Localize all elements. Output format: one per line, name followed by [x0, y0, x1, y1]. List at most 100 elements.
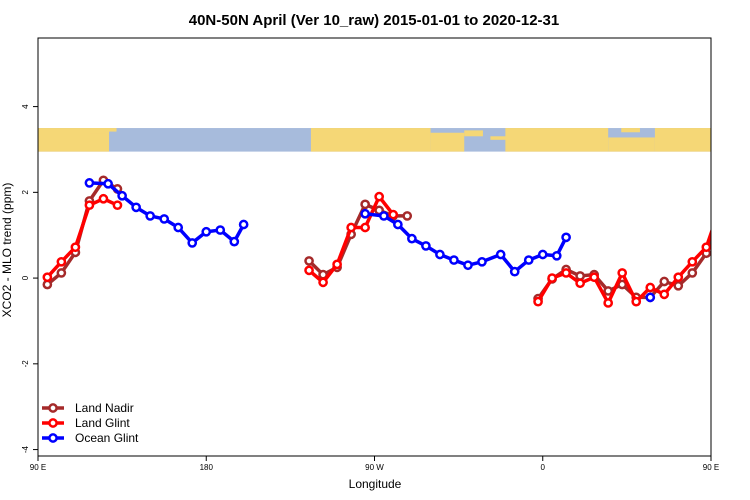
legend-swatch-marker	[48, 418, 58, 428]
data-point	[215, 225, 226, 235]
data-point	[477, 256, 487, 267]
y-axis-label: XCO2 - MLO trend (ppm)	[0, 183, 14, 318]
map-land	[430, 132, 465, 152]
data-point	[645, 292, 656, 303]
data-point	[673, 280, 684, 291]
data-point	[360, 208, 371, 219]
data-point	[631, 296, 642, 307]
legend-label: Land Nadir	[75, 401, 134, 415]
x-tick-label: 0	[541, 463, 546, 472]
data-point	[561, 232, 571, 243]
data-point	[449, 255, 459, 265]
map-land	[621, 128, 640, 133]
data-point	[495, 249, 506, 260]
data-point	[575, 278, 585, 289]
map-land	[464, 130, 483, 137]
data-point	[346, 222, 356, 233]
data-point	[659, 276, 670, 287]
data-point	[523, 255, 534, 265]
data-point	[435, 249, 445, 260]
data-point	[731, 177, 738, 184]
data-point	[374, 191, 385, 202]
data-point	[701, 242, 711, 253]
data-point	[229, 236, 240, 247]
legend-label: Land Glint	[75, 416, 130, 430]
map-land	[505, 128, 609, 152]
map-land	[654, 128, 711, 152]
data-point	[745, 201, 750, 208]
x-tick-label: 90 E	[703, 463, 719, 472]
data-point	[201, 226, 212, 237]
data-point	[603, 286, 614, 296]
y-tick-label: -4	[21, 445, 30, 453]
plot-frame	[37, 37, 712, 457]
series-line	[536, 229, 711, 300]
data-point	[407, 233, 417, 244]
world-map-strip	[38, 128, 748, 152]
map-land	[490, 136, 510, 140]
data-point	[659, 289, 670, 300]
data-point	[717, 179, 724, 186]
axes: 90 E 180 90 W 0 90 E 4 2 0 -2 -4	[21, 104, 719, 472]
data-point	[84, 200, 95, 211]
data-point	[145, 211, 156, 221]
data-point	[645, 282, 656, 293]
data-point	[393, 219, 403, 230]
data-point	[173, 222, 184, 233]
data-point	[745, 185, 750, 192]
data-point	[117, 190, 127, 201]
data-point	[673, 272, 684, 283]
data-point	[360, 199, 371, 210]
data-point	[238, 219, 249, 230]
data-point	[304, 265, 314, 276]
map-land	[105, 128, 117, 132]
data-point	[463, 260, 473, 271]
series-land-nadir	[42, 175, 750, 304]
data-point	[717, 202, 724, 209]
series-ocean-glint	[84, 178, 750, 303]
data-point	[70, 242, 81, 253]
data-point	[687, 256, 698, 267]
series-line	[46, 197, 119, 279]
data-point	[687, 268, 698, 278]
data-point	[547, 273, 557, 283]
y-tick-label: 4	[21, 104, 30, 109]
series-line	[536, 228, 711, 305]
data-point	[187, 238, 198, 248]
data-point	[131, 202, 141, 213]
data-point	[332, 259, 342, 270]
map-land	[735, 137, 748, 146]
data-point	[159, 214, 170, 224]
x-axis-label: Longitude	[349, 477, 402, 491]
data-point	[735, 181, 742, 188]
data-point	[112, 200, 123, 211]
map-land	[720, 128, 748, 135]
data-point	[561, 268, 571, 278]
data-point	[731, 195, 738, 202]
map-land	[90, 128, 106, 134]
series-land-glint	[42, 191, 750, 308]
data-point	[537, 249, 548, 260]
series-line	[720, 183, 750, 219]
data-point	[388, 209, 399, 220]
data-point	[533, 296, 543, 307]
data-point	[589, 272, 600, 283]
data-point	[56, 256, 67, 267]
legend-label: Ocean Glint	[75, 431, 139, 445]
y-tick-label: 2	[21, 190, 30, 195]
data-point	[551, 250, 562, 261]
data-point	[509, 266, 520, 277]
x-tick-label: 90 W	[365, 463, 384, 472]
data-point	[378, 211, 389, 221]
data-point	[402, 211, 413, 221]
y-tick-label: 0	[21, 275, 30, 280]
series-layer	[42, 175, 750, 308]
y-tick-label: -2	[21, 360, 30, 368]
chart-title: 40N-50N April (Ver 10_raw) 2015-01-01 to…	[189, 12, 559, 29]
x-tick-label: 180	[200, 463, 214, 472]
map-land	[608, 137, 655, 152]
data-point	[304, 256, 314, 266]
data-point	[421, 241, 431, 251]
